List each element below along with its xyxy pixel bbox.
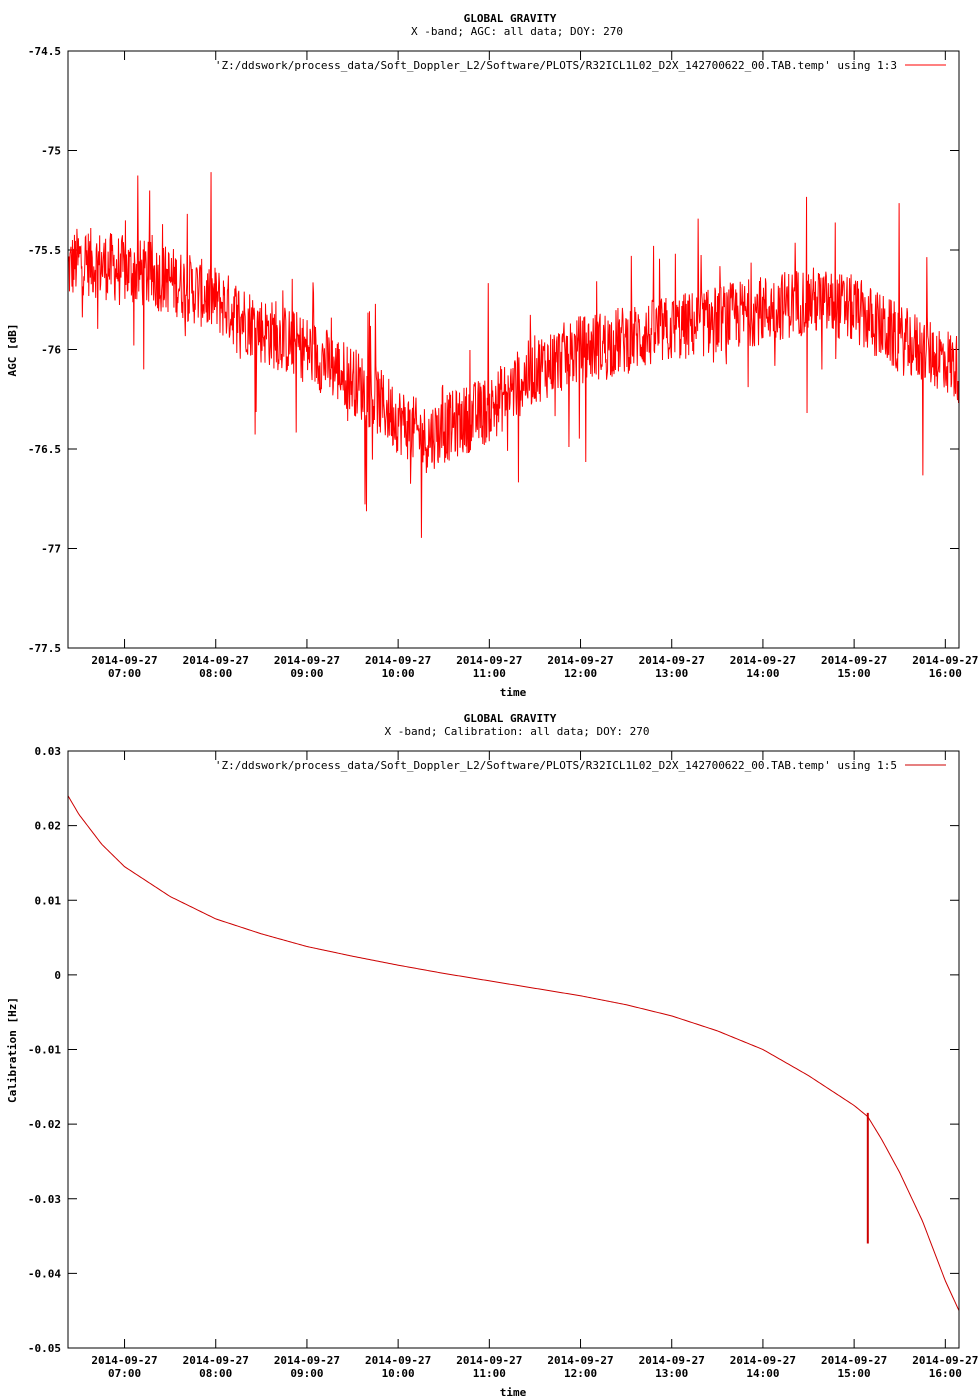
calibration-chart-ylabel: Calibration [Hz]: [6, 997, 19, 1103]
agc-chart-xlabel: time: [500, 686, 527, 699]
agc-xtick-time: 07:00: [108, 667, 141, 680]
calibration-chart-legend: 'Z:/ddswork/process_data/Soft_Doppler_L2…: [215, 759, 897, 772]
calibration-xtick-date: 2014-09-27: [456, 1354, 522, 1367]
calibration-chart-plot-area: [67, 795, 960, 1311]
agc-xtick-date: 2014-09-27: [365, 654, 431, 667]
calibration-xtick-date: 2014-09-27: [183, 1354, 249, 1367]
calibration-xtick-time: 07:00: [108, 1367, 141, 1380]
calibration-xtick-date: 2014-09-27: [547, 1354, 613, 1367]
agc-series-line: [67, 172, 960, 538]
agc-ytick-label: -76: [41, 344, 61, 357]
calibration-ytick-label: -0.04: [28, 1267, 61, 1280]
calibration-xtick-date: 2014-09-27: [639, 1354, 705, 1367]
calibration-ytick-label: 0.02: [35, 820, 62, 833]
calibration-xtick-date: 2014-09-27: [91, 1354, 157, 1367]
calibration-xtick-time: 08:00: [199, 1367, 232, 1380]
agc-xtick-time: 09:00: [290, 667, 323, 680]
calibration-ytick-label: -0.02: [28, 1118, 61, 1131]
calibration-ytick-label: 0.03: [35, 745, 62, 758]
calibration-chart-title: GLOBAL GRAVITY: [464, 712, 557, 725]
calibration-chart-subtitle: X -band; Calibration: all data; DOY: 270: [385, 725, 650, 738]
calibration-chart-x-axis: 2014-09-2707:002014-09-2708:002014-09-27…: [91, 751, 978, 1380]
agc-xtick-time: 10:00: [382, 667, 415, 680]
agc-chart-x-axis: 2014-09-2707:002014-09-2708:002014-09-27…: [91, 51, 978, 680]
calibration-chart-xlabel: time: [500, 1386, 527, 1399]
agc-chart-y-axis: -74.5 -75 -75.5 -76 -76.5 -77 -77.5: [28, 45, 959, 655]
agc-xtick-date: 2014-09-27: [730, 654, 796, 667]
calibration-chart: GLOBAL GRAVITY X -band; Calibration: all…: [6, 712, 978, 1399]
calibration-xtick-time: 13:00: [655, 1367, 688, 1380]
calibration-xtick-date: 2014-09-27: [730, 1354, 796, 1367]
agc-ytick-label: -77: [41, 543, 61, 556]
calibration-xtick-time: 10:00: [382, 1367, 415, 1380]
agc-ytick-label: -75.5: [28, 244, 61, 257]
agc-ytick-label: -77.5: [28, 642, 61, 655]
agc-chart-ylabel: AGC [dB]: [6, 324, 19, 377]
agc-ytick-label: -75: [41, 145, 61, 158]
calibration-xtick-time: 14:00: [746, 1367, 779, 1380]
calibration-xtick-time: 09:00: [290, 1367, 323, 1380]
agc-xtick-time: 16:00: [929, 667, 962, 680]
calibration-ytick-label: -0.03: [28, 1193, 61, 1206]
agc-chart-legend: 'Z:/ddswork/process_data/Soft_Doppler_L2…: [215, 59, 897, 72]
calibration-ytick-label: -0.01: [28, 1044, 61, 1057]
agc-xtick-time: 08:00: [199, 667, 232, 680]
calibration-xtick-date: 2014-09-27: [274, 1354, 340, 1367]
calibration-chart-y-axis: 0.03 0.02 0.01 0 -0.01 -0.02 -0.03 -0.04 -0.05: [28, 745, 959, 1355]
calibration-xtick-date: 2014-09-27: [821, 1354, 887, 1367]
agc-ytick-label: -76.5: [28, 443, 61, 456]
agc-chart-frame: [67, 50, 960, 649]
calibration-xtick-time: 16:00: [929, 1367, 962, 1380]
agc-xtick-date: 2014-09-27: [274, 654, 340, 667]
agc-xtick-time: 15:00: [838, 667, 871, 680]
agc-xtick-time: 11:00: [473, 667, 506, 680]
calibration-xtick-time: 15:00: [838, 1367, 871, 1380]
agc-chart-title: GLOBAL GRAVITY: [464, 12, 557, 25]
calibration-series-line: [67, 795, 960, 1311]
calibration-xtick-time: 12:00: [564, 1367, 597, 1380]
calibration-xtick-date: 2014-09-27: [365, 1354, 431, 1367]
agc-xtick-time: 14:00: [746, 667, 779, 680]
agc-xtick-date: 2014-09-27: [821, 654, 887, 667]
agc-xtick-date: 2014-09-27: [639, 654, 705, 667]
agc-xtick-date: 2014-09-27: [547, 654, 613, 667]
agc-xtick-date: 2014-09-27: [456, 654, 522, 667]
agc-chart: GLOBAL GRAVITY X -band; AGC: all data; D…: [6, 12, 978, 699]
calibration-xtick-time: 11:00: [473, 1367, 506, 1380]
calibration-ytick-label: -0.05: [28, 1342, 61, 1355]
calibration-ytick-label: 0.01: [35, 894, 62, 907]
agc-chart-plot-area: [67, 172, 960, 538]
calibration-xtick-date: 2014-09-27: [912, 1354, 978, 1367]
agc-chart-subtitle: X -band; AGC: all data; DOY: 270: [411, 25, 623, 38]
agc-ytick-label: -74.5: [28, 45, 61, 58]
calibration-chart-frame: [67, 750, 960, 1349]
agc-xtick-date: 2014-09-27: [91, 654, 157, 667]
agc-xtick-time: 13:00: [655, 667, 688, 680]
agc-xtick-time: 12:00: [564, 667, 597, 680]
agc-xtick-date: 2014-09-27: [912, 654, 978, 667]
calibration-ytick-label: 0: [54, 969, 61, 982]
agc-xtick-date: 2014-09-27: [183, 654, 249, 667]
